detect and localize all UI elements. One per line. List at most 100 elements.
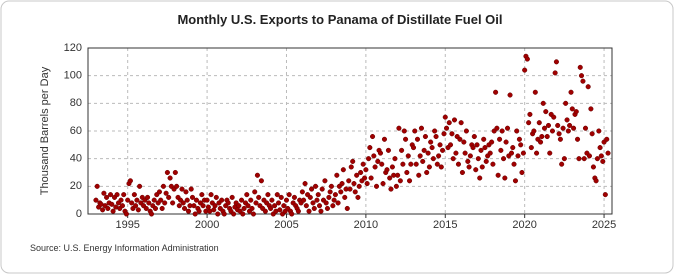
point <box>356 183 362 189</box>
point <box>354 172 360 178</box>
point <box>184 197 190 203</box>
point <box>451 117 458 123</box>
point <box>129 200 135 206</box>
point <box>478 147 484 153</box>
point <box>311 205 317 212</box>
point <box>381 136 388 142</box>
point <box>252 189 258 195</box>
point <box>408 161 414 167</box>
point <box>127 178 133 184</box>
point <box>192 211 198 217</box>
point <box>404 169 410 176</box>
point <box>172 169 178 176</box>
point <box>494 125 500 131</box>
point <box>380 181 386 187</box>
point <box>593 178 599 184</box>
point <box>377 150 384 156</box>
point <box>303 203 309 209</box>
point <box>581 156 587 162</box>
point <box>346 178 352 184</box>
point <box>507 92 513 98</box>
point <box>474 142 480 148</box>
point <box>319 186 325 192</box>
point <box>585 84 591 90</box>
point <box>436 153 442 159</box>
point <box>158 197 164 203</box>
point <box>510 145 516 151</box>
point <box>368 175 374 181</box>
point <box>344 205 350 212</box>
point <box>364 181 370 187</box>
point <box>272 203 278 209</box>
point <box>504 125 511 131</box>
point <box>508 150 515 156</box>
point <box>372 164 378 170</box>
point <box>503 139 509 145</box>
point <box>482 145 488 151</box>
point <box>322 178 328 184</box>
point <box>490 161 496 167</box>
point <box>499 128 505 134</box>
point <box>212 203 218 209</box>
point <box>433 133 439 140</box>
point <box>420 158 426 164</box>
point <box>446 120 452 126</box>
point <box>388 186 394 192</box>
point <box>144 194 151 200</box>
point <box>159 205 165 212</box>
point <box>219 197 225 203</box>
point <box>531 128 537 134</box>
point <box>316 203 323 209</box>
point <box>93 197 99 203</box>
point <box>534 150 540 156</box>
point <box>277 207 283 213</box>
point <box>360 161 366 167</box>
point <box>367 145 373 151</box>
x-tick-label: 2010 <box>354 219 378 231</box>
point <box>312 183 319 189</box>
point <box>268 205 274 212</box>
point <box>244 192 250 198</box>
point <box>418 125 425 131</box>
point <box>191 203 197 209</box>
point <box>553 59 559 65</box>
point <box>524 56 530 62</box>
point <box>328 183 334 189</box>
point <box>434 161 440 167</box>
point <box>109 201 115 207</box>
point <box>588 106 594 112</box>
point <box>185 208 192 214</box>
point <box>405 153 411 159</box>
point <box>586 153 593 159</box>
point <box>462 150 468 156</box>
point <box>597 145 603 151</box>
point <box>167 175 173 181</box>
point <box>385 147 391 153</box>
point <box>351 181 357 187</box>
point <box>430 156 436 162</box>
point <box>179 186 185 192</box>
x-tick-label: 2015 <box>433 219 457 231</box>
point <box>458 120 464 126</box>
point <box>527 111 533 117</box>
point <box>481 136 487 142</box>
point <box>443 125 450 131</box>
point <box>413 161 419 167</box>
point <box>241 205 247 212</box>
point <box>552 70 558 76</box>
point <box>238 197 245 203</box>
x-tick-label: 1995 <box>115 219 139 231</box>
chart-title: Monthly U.S. Exports to Panama of Distil… <box>177 12 502 27</box>
point <box>121 192 127 198</box>
point <box>470 145 476 151</box>
point <box>189 194 196 200</box>
point <box>471 133 477 140</box>
point <box>467 153 473 159</box>
point <box>437 142 443 148</box>
point <box>326 194 332 200</box>
point <box>274 192 280 198</box>
point <box>571 125 577 131</box>
point <box>221 211 227 217</box>
point <box>208 192 214 198</box>
